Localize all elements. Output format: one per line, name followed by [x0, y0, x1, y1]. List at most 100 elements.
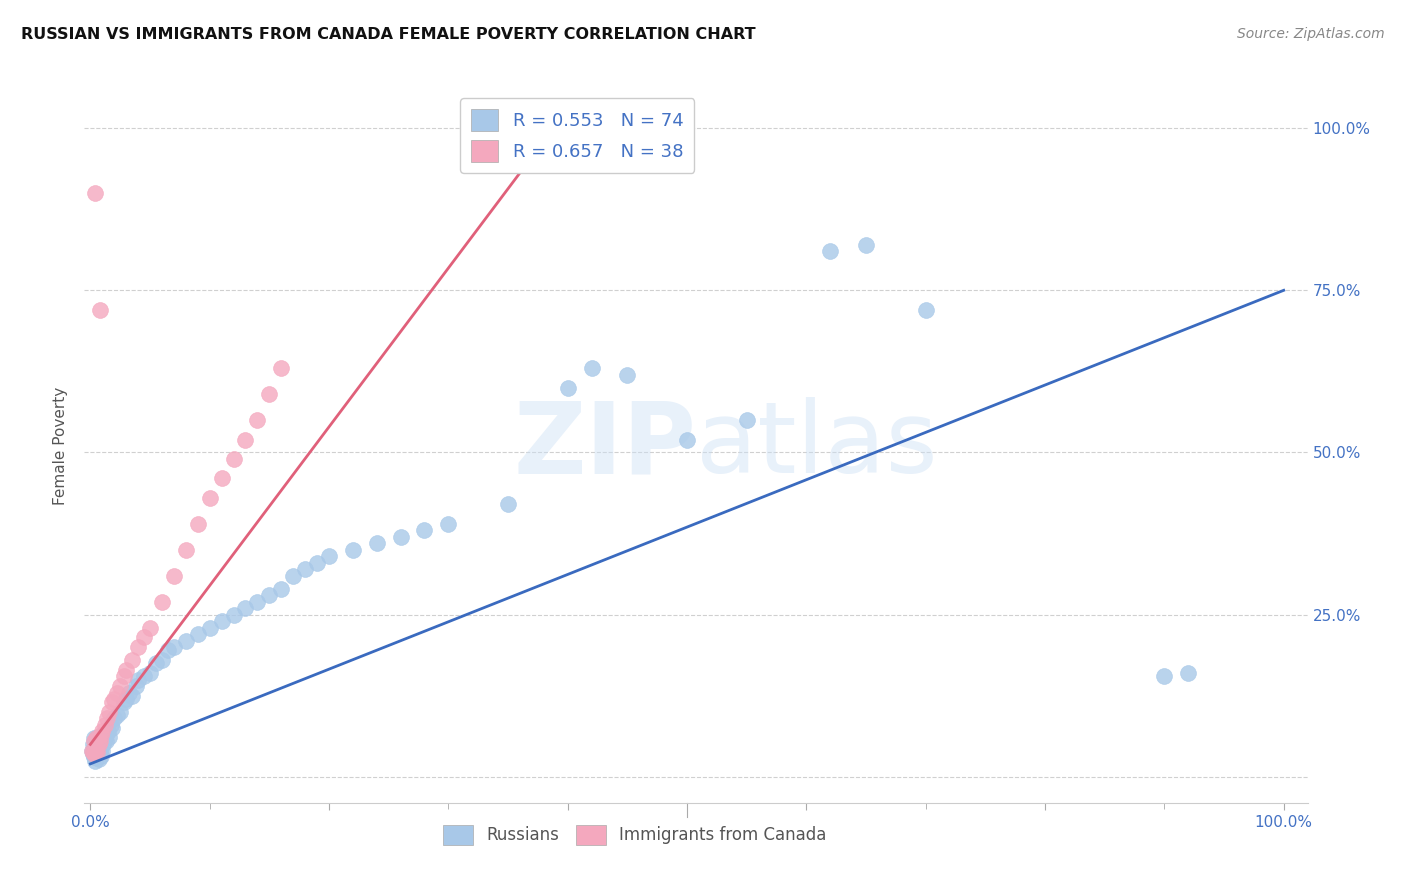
Text: Source: ZipAtlas.com: Source: ZipAtlas.com: [1237, 27, 1385, 41]
Point: [112, 669, 135, 683]
Point: [100, 718, 122, 732]
Point: [93, 718, 115, 732]
Point: [83, 740, 105, 755]
Point: [150, 595, 173, 609]
Point: [139, 621, 162, 635]
Point: [84, 731, 107, 745]
Point: [818, 244, 841, 259]
Point: [270, 582, 292, 596]
Point: [97, 724, 120, 739]
Point: [222, 607, 245, 622]
Text: RUSSIAN VS IMMIGRANTS FROM CANADA FEMALE POVERTY CORRELATION CHART: RUSSIAN VS IMMIGRANTS FROM CANADA FEMALE…: [21, 27, 755, 42]
Point: [366, 536, 388, 550]
Point: [211, 471, 233, 485]
Point: [283, 568, 305, 582]
Point: [124, 679, 146, 693]
Point: [581, 361, 603, 376]
Point: [294, 562, 316, 576]
Point: [222, 452, 245, 467]
Point: [259, 387, 281, 401]
Point: [127, 640, 149, 654]
Point: [187, 627, 209, 641]
Point: [174, 633, 197, 648]
Point: [496, 497, 519, 511]
Point: [246, 595, 269, 609]
Point: [80, 744, 103, 758]
Point: [84, 745, 107, 759]
Point: [89, 734, 111, 748]
Point: [270, 361, 292, 376]
Point: [259, 588, 281, 602]
Point: [90, 732, 112, 747]
Point: [735, 413, 758, 427]
Text: ZIP: ZIP: [513, 398, 696, 494]
Point: [413, 524, 436, 538]
Point: [139, 666, 162, 681]
Point: [83, 734, 105, 748]
Point: [84, 186, 107, 200]
Point: [855, 238, 877, 252]
Point: [235, 433, 257, 447]
Point: [246, 413, 269, 427]
Point: [108, 679, 131, 693]
Point: [84, 744, 107, 758]
Point: [83, 750, 105, 764]
Point: [187, 516, 209, 531]
Point: [557, 381, 579, 395]
Point: [198, 491, 221, 505]
Point: [82, 747, 104, 761]
Point: [90, 728, 112, 742]
Point: [91, 728, 114, 742]
Point: [616, 368, 638, 382]
Point: [163, 640, 186, 654]
Point: [121, 689, 143, 703]
Point: [96, 711, 118, 725]
Point: [163, 568, 186, 582]
Point: [90, 749, 112, 764]
Point: [437, 516, 460, 531]
Point: [84, 754, 107, 768]
Point: [156, 643, 179, 657]
Point: [198, 621, 221, 635]
Point: [145, 657, 167, 671]
Point: [89, 731, 111, 745]
Point: [82, 745, 104, 759]
Point: [132, 631, 155, 645]
Point: [84, 734, 107, 748]
Y-axis label: Female Poverty: Female Poverty: [53, 387, 69, 505]
Point: [112, 695, 135, 709]
Point: [1177, 666, 1199, 681]
Point: [117, 685, 139, 699]
Point: [121, 653, 143, 667]
Legend: Russians, Immigrants from Canada: Russians, Immigrants from Canada: [436, 818, 834, 852]
Point: [82, 738, 104, 752]
Point: [132, 669, 155, 683]
Point: [914, 302, 936, 317]
Point: [87, 752, 110, 766]
Point: [307, 556, 329, 570]
Point: [98, 705, 121, 719]
Point: [211, 614, 233, 628]
Point: [1153, 669, 1175, 683]
Point: [84, 750, 107, 764]
Point: [80, 744, 103, 758]
Point: [96, 725, 118, 739]
Point: [84, 742, 107, 756]
Point: [87, 738, 110, 752]
Point: [108, 705, 131, 719]
Point: [89, 745, 111, 759]
Point: [150, 653, 173, 667]
Point: [105, 708, 128, 723]
Point: [84, 742, 107, 756]
Point: [115, 663, 138, 677]
Point: [235, 601, 257, 615]
Text: atlas: atlas: [696, 398, 938, 494]
Point: [87, 734, 110, 748]
Point: [86, 745, 108, 759]
Point: [91, 744, 114, 758]
Point: [83, 731, 105, 745]
Point: [676, 433, 699, 447]
Point: [318, 549, 340, 564]
Point: [84, 731, 107, 745]
Point: [105, 685, 128, 699]
